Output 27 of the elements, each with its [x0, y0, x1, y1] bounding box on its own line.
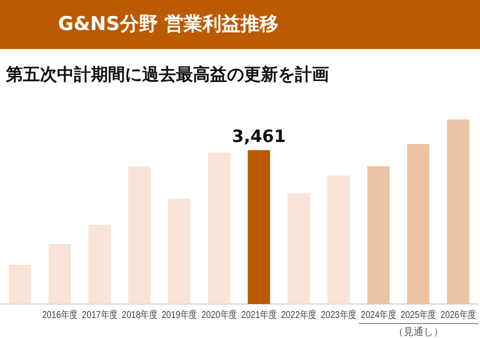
x-tick-label: 2019年度	[162, 309, 197, 320]
x-tick-label: 2026年度	[440, 309, 476, 320]
x-tick-label: 2023年度	[320, 309, 356, 320]
data-label: 3,461	[232, 127, 286, 148]
x-tick-label: 2020年度	[201, 309, 237, 320]
bar	[446, 120, 470, 304]
x-tick-label: 2024年度	[360, 309, 396, 320]
bar	[407, 144, 430, 304]
bar	[208, 152, 230, 304]
bar	[168, 198, 190, 304]
bar	[367, 166, 390, 304]
bar	[88, 224, 111, 304]
x-tick-label: 2017年度	[82, 309, 118, 320]
bar	[48, 244, 71, 304]
chart-title: G&NS分野 営業利益推移	[0, 0, 480, 49]
x-tick-label: 2021年度	[241, 309, 277, 320]
x-tick-label: 2016年度	[42, 309, 78, 320]
bar	[8, 264, 32, 304]
x-tick-label: 2022年度	[281, 309, 316, 320]
bar	[288, 193, 310, 304]
bar	[327, 176, 350, 304]
x-tick-label: 2018年度	[122, 309, 158, 320]
bar	[128, 166, 151, 304]
x-tick-label: 2025年度	[400, 309, 436, 320]
text: （見通し）	[358, 323, 478, 338]
chart-subtitle: 第五次中計期間に過去最高益の更新を計画	[6, 64, 329, 86]
bar	[248, 150, 270, 304]
